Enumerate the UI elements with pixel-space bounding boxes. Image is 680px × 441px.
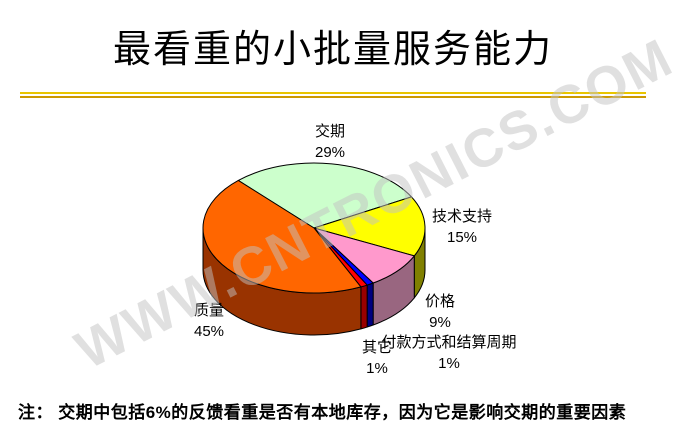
slice-label-tech-support-pct: 15% [446, 229, 478, 246]
divider-line-bottom [20, 96, 646, 98]
slice-label-quality-name: 质量 [193, 302, 224, 319]
pie-slice-delivery [237, 162, 412, 229]
slice-label-price-pct: 9% [429, 314, 451, 331]
pie-slice-quality [202, 179, 362, 294]
pie-side-others [360, 284, 368, 330]
title-divider [20, 92, 646, 98]
footnote: 注： 交期中包括6%的反馈看重是否有本地库存，因为它是影响交期的重要因素 [18, 403, 627, 422]
slice-label-delivery-name: 交期 [314, 123, 345, 140]
slice-label-quality: 质量 45% [149, 300, 269, 342]
slice-label-price: 价格 9% [380, 291, 500, 333]
slice-label-tech-support-name: 技术支持 [431, 208, 492, 225]
pie-side-payment-terms [366, 282, 374, 328]
slice-label-price-name: 价格 [424, 293, 455, 310]
slice-label-delivery: 交期 29% [270, 121, 390, 163]
slice-label-tech-support: 技术支持 15% [402, 206, 522, 248]
page-title: 最看重的小批量服务能力 [112, 29, 553, 71]
slice-label-payment-terms: 付款方式和结算周期 1% [369, 332, 529, 374]
slice-label-others-name: 其它 [361, 339, 392, 356]
slice-label-quality-pct: 45% [193, 323, 225, 340]
slice-label-others: 其它 1% [317, 337, 437, 379]
slice-label-payment-terms-name: 付款方式和结算周期 [381, 334, 517, 351]
divider-line-top [20, 92, 646, 94]
pie-slice-tech-support [313, 196, 426, 257]
slice-label-delivery-pct: 29% [314, 144, 346, 161]
slice-label-others-pct: 1% [366, 360, 388, 377]
slice-label-payment-terms-pct: 1% [438, 355, 460, 372]
